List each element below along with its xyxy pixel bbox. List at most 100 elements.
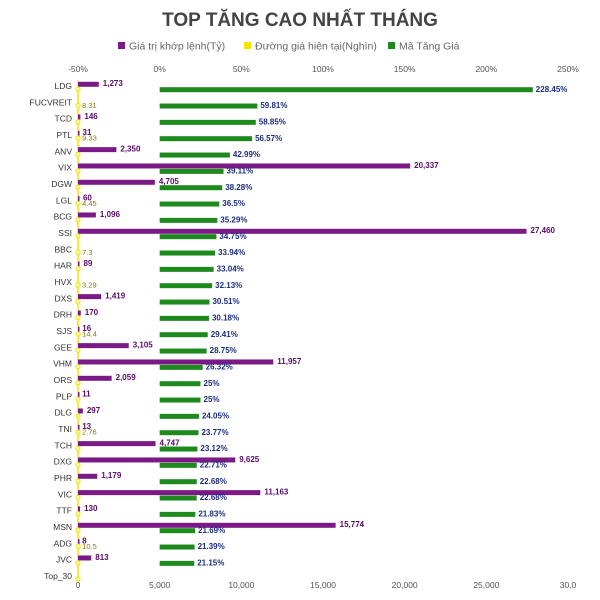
amount-bar bbox=[78, 539, 80, 545]
pct-bar bbox=[159, 119, 256, 125]
amount-label: 15,774 bbox=[340, 520, 365, 529]
amount-label: 4,705 bbox=[159, 177, 180, 186]
pct-label: 32.13% bbox=[215, 281, 242, 290]
category-label: SSI bbox=[58, 228, 72, 238]
price-point bbox=[75, 494, 81, 500]
amount-bar bbox=[78, 506, 81, 512]
pct-bar bbox=[159, 479, 197, 485]
bottom-tick-label: 20,000 bbox=[392, 580, 418, 590]
bottom-tick-label: 15,000 bbox=[310, 580, 336, 590]
pct-label: 34.75% bbox=[219, 232, 246, 241]
pct-bar bbox=[159, 462, 197, 468]
pct-bar bbox=[159, 185, 223, 191]
price-point bbox=[75, 347, 81, 353]
pct-label: 25% bbox=[204, 395, 220, 404]
pct-bar bbox=[159, 544, 195, 550]
pct-bar bbox=[159, 136, 253, 142]
pct-bar bbox=[159, 364, 203, 370]
price-point bbox=[75, 511, 81, 517]
category-label: DLG bbox=[55, 408, 72, 418]
pct-bar bbox=[159, 495, 197, 501]
amount-bar bbox=[78, 408, 83, 414]
category-label: DXS bbox=[55, 293, 73, 303]
amount-bar bbox=[78, 147, 117, 153]
amount-bar bbox=[78, 441, 156, 447]
pct-label: 21.83% bbox=[198, 509, 225, 518]
pct-bar bbox=[159, 430, 199, 436]
amount-bar bbox=[78, 163, 411, 169]
pct-label: 30.18% bbox=[212, 313, 239, 322]
pct-label: 21.39% bbox=[198, 542, 225, 551]
amount-label: 297 bbox=[87, 406, 101, 415]
pct-bar bbox=[159, 332, 208, 338]
price-point bbox=[75, 282, 81, 288]
category-label: TCD bbox=[55, 114, 72, 124]
price-point bbox=[75, 576, 81, 582]
category-label: DGW bbox=[51, 179, 72, 189]
category-label: DXG bbox=[54, 457, 72, 467]
price-label: 9.33 bbox=[82, 134, 97, 143]
bottom-tick-label: 0 bbox=[76, 580, 81, 590]
price-point bbox=[75, 151, 81, 157]
category-label: BCG bbox=[54, 212, 72, 222]
pct-bar bbox=[159, 348, 207, 354]
amount-label: 27,460 bbox=[531, 226, 556, 235]
amount-bar bbox=[78, 261, 80, 267]
bottom-tick-label: 30,0 bbox=[560, 580, 577, 590]
category-label: GEE bbox=[54, 342, 72, 352]
amount-label: 13 bbox=[82, 422, 91, 431]
category-label: SJS bbox=[56, 326, 72, 336]
amount-label: 3,105 bbox=[133, 341, 154, 350]
price-point bbox=[75, 396, 81, 402]
pct-label: 38.28% bbox=[225, 183, 252, 192]
amount-bar bbox=[78, 359, 274, 365]
category-label: VIX bbox=[58, 163, 72, 173]
pct-label: 22.68% bbox=[200, 477, 227, 486]
legend-label-1: Giá trị khớp lệnh(Tỷ) bbox=[129, 41, 225, 53]
amount-bar bbox=[78, 375, 112, 381]
price-point bbox=[75, 86, 81, 92]
price-point bbox=[75, 478, 81, 484]
price-point bbox=[75, 119, 81, 125]
amount-label: 16 bbox=[82, 324, 91, 333]
amount-bar bbox=[78, 228, 527, 234]
amount-label: 20,337 bbox=[414, 161, 439, 170]
pct-bar bbox=[159, 560, 195, 566]
category-label: BBC bbox=[55, 244, 72, 254]
pct-bar bbox=[159, 234, 217, 240]
pct-bar bbox=[159, 152, 230, 158]
price-point bbox=[75, 380, 81, 386]
legend-label-3: Mã Tăng Giá bbox=[399, 41, 460, 53]
category-label: MSN bbox=[53, 522, 72, 532]
pct-label: 36.5% bbox=[222, 199, 245, 208]
bottom-tick-label: 5,000 bbox=[149, 580, 171, 590]
pct-bar bbox=[159, 87, 533, 93]
category-label: FUCVREIT bbox=[30, 97, 73, 107]
category-label: Top_30 bbox=[44, 571, 72, 581]
pct-label: 24.05% bbox=[202, 411, 229, 420]
amount-bar bbox=[78, 555, 92, 561]
amount-bar bbox=[78, 522, 336, 528]
amount-label: 60 bbox=[83, 194, 92, 203]
price-label: 3.29 bbox=[82, 281, 97, 290]
category-label: ORS bbox=[54, 375, 73, 385]
pct-label: 22.71% bbox=[200, 460, 227, 469]
pct-label: 22.68% bbox=[200, 493, 227, 502]
amount-label: 1,273 bbox=[103, 79, 124, 88]
price-point bbox=[75, 217, 81, 223]
category-label: PTL bbox=[56, 130, 72, 140]
pct-label: 23.77% bbox=[201, 428, 228, 437]
category-label: DRH bbox=[54, 310, 72, 320]
top-tick-label: -50% bbox=[68, 64, 88, 74]
amount-bar bbox=[78, 490, 261, 496]
top-tick-label: 200% bbox=[475, 64, 497, 74]
pct-label: 30.51% bbox=[212, 297, 239, 306]
price-label: 8.31 bbox=[82, 101, 97, 110]
category-label: PHR bbox=[54, 473, 72, 483]
amount-bar bbox=[78, 392, 80, 398]
amount-bar bbox=[78, 424, 80, 430]
price-point bbox=[75, 315, 81, 321]
amount-bar bbox=[78, 179, 155, 185]
price-point bbox=[75, 527, 81, 533]
